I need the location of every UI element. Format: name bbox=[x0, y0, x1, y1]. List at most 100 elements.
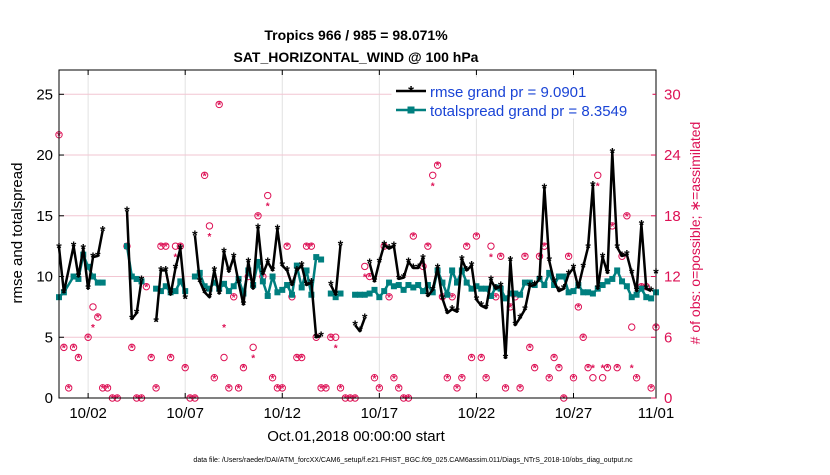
rmse-point: * bbox=[629, 265, 635, 281]
x-axis-label: Oct.01,2018 00:00:00 start bbox=[267, 428, 445, 445]
obs-possible-point bbox=[152, 384, 160, 392]
rmse-point: * bbox=[532, 277, 538, 293]
obs-assimilated-point: * bbox=[334, 343, 338, 354]
obs-possible-point bbox=[472, 232, 481, 240]
rmse-point: * bbox=[498, 278, 504, 294]
rmse-point: * bbox=[585, 239, 591, 255]
totalspread-point bbox=[75, 275, 82, 282]
obs-possible-point bbox=[647, 384, 655, 392]
obs-assimilated-point: * bbox=[484, 374, 488, 385]
rmse-point: * bbox=[483, 300, 489, 316]
obs-possible-point bbox=[375, 384, 384, 392]
obs-possible-point bbox=[555, 363, 563, 372]
obs-possible-point bbox=[569, 374, 578, 382]
obs-assimilated-point: * bbox=[397, 384, 401, 395]
obs-possible-point bbox=[584, 363, 592, 372]
obs-possible-point bbox=[526, 343, 534, 352]
obs-assimilated-point: * bbox=[479, 354, 483, 365]
obs-assimilated-point: * bbox=[101, 384, 105, 395]
rmse-point: * bbox=[595, 281, 601, 297]
obs-possible-point bbox=[467, 353, 476, 362]
obs-assimilated-point: * bbox=[140, 394, 144, 405]
obs-assimilated-point: * bbox=[149, 354, 153, 365]
obs-possible-point bbox=[210, 374, 219, 382]
totalspread-point bbox=[284, 282, 291, 289]
obs-possible-point bbox=[293, 353, 301, 362]
obs-assimilated-point: * bbox=[241, 364, 245, 375]
totalspread-point bbox=[468, 285, 475, 292]
obs-possible-point bbox=[215, 100, 223, 109]
obs-possible-point bbox=[322, 384, 330, 392]
obs-possible-point bbox=[564, 252, 573, 260]
rmse-point: * bbox=[610, 145, 616, 161]
obs-possible-point bbox=[94, 313, 102, 321]
obs-possible-point bbox=[142, 282, 151, 291]
rmse-point: * bbox=[551, 273, 557, 289]
obs-possible-point bbox=[317, 384, 325, 392]
legend-rmse-label: rmse grand pr = 9.0901 bbox=[430, 84, 586, 101]
obs-assimilated-point: * bbox=[523, 252, 527, 263]
obs-assimilated-point: * bbox=[237, 384, 241, 395]
obs-possible-point bbox=[516, 384, 524, 392]
obs-assimilated-point: * bbox=[217, 100, 221, 111]
totalspread-point bbox=[473, 283, 480, 290]
totalspread-point bbox=[269, 273, 276, 280]
totalspread-point bbox=[381, 288, 388, 295]
obs-assimilated-point: * bbox=[62, 343, 66, 354]
rmse-point: * bbox=[289, 277, 295, 293]
rmse-point: * bbox=[590, 177, 596, 193]
obs-assimilated-point: * bbox=[470, 354, 474, 365]
totalspread-point bbox=[424, 282, 431, 289]
obs-possible-point bbox=[65, 384, 73, 392]
rmse-point: * bbox=[265, 254, 271, 270]
totalspread-point bbox=[157, 288, 164, 295]
obs-assimilated-point: * bbox=[368, 273, 372, 284]
obs-possible-point bbox=[574, 303, 583, 311]
totalspread-point bbox=[70, 273, 77, 280]
obs-assimilated-point: * bbox=[324, 384, 328, 395]
totalspread-point bbox=[565, 289, 572, 296]
totalspread-point bbox=[400, 286, 407, 293]
rmse-point: * bbox=[158, 262, 164, 278]
obs-assimilated-point: * bbox=[586, 364, 590, 375]
obs-assimilated-point: * bbox=[91, 323, 95, 334]
totalspread-point bbox=[555, 273, 562, 280]
rmse-point: * bbox=[522, 301, 528, 317]
obs-possible-point bbox=[273, 384, 282, 392]
rmse-point: * bbox=[221, 244, 227, 260]
y-right-tick-label: 0 bbox=[664, 390, 672, 407]
obs-assimilated-point: * bbox=[426, 242, 430, 253]
obs-assimilated-point: * bbox=[251, 354, 255, 365]
obs-assimilated-point: * bbox=[329, 333, 333, 344]
obs-possible-point bbox=[501, 384, 510, 392]
totalspread-point bbox=[298, 284, 305, 291]
obs-assimilated-point: * bbox=[649, 384, 653, 395]
obs-possible-point bbox=[632, 374, 641, 382]
y-left-tick-label: 0 bbox=[45, 390, 53, 407]
rmse-point: * bbox=[182, 290, 188, 306]
obs-possible-point bbox=[594, 171, 602, 179]
rmse-point: * bbox=[440, 290, 446, 306]
obs-possible-point bbox=[268, 374, 277, 382]
obs-assimilated-point: * bbox=[106, 384, 110, 395]
totalspread-point bbox=[162, 283, 169, 290]
x-tick-label: 10/12 bbox=[263, 405, 301, 422]
totalspread-point bbox=[366, 290, 373, 297]
obs-assimilated-point: * bbox=[392, 374, 396, 385]
obs-assimilated-point: * bbox=[601, 364, 605, 375]
obs-assimilated-point: * bbox=[610, 222, 614, 233]
obs-assimilated-point: * bbox=[246, 273, 250, 284]
obs-possible-point bbox=[234, 384, 243, 392]
obs-assimilated-point: * bbox=[135, 394, 139, 405]
obs-assimilated-point: * bbox=[227, 384, 231, 395]
rmse-point: * bbox=[226, 264, 232, 280]
rmse-point: * bbox=[124, 203, 130, 219]
rmse-point: * bbox=[134, 305, 140, 321]
obs-possible-point bbox=[443, 374, 451, 382]
obs-assimilated-point: * bbox=[159, 242, 163, 253]
rmse-line-segment bbox=[57, 230, 104, 294]
obs-possible-point bbox=[390, 374, 398, 382]
rmse-point: * bbox=[479, 298, 485, 314]
obs-assimilated-point: * bbox=[174, 252, 178, 263]
obs-assimilated-point: * bbox=[606, 364, 610, 375]
